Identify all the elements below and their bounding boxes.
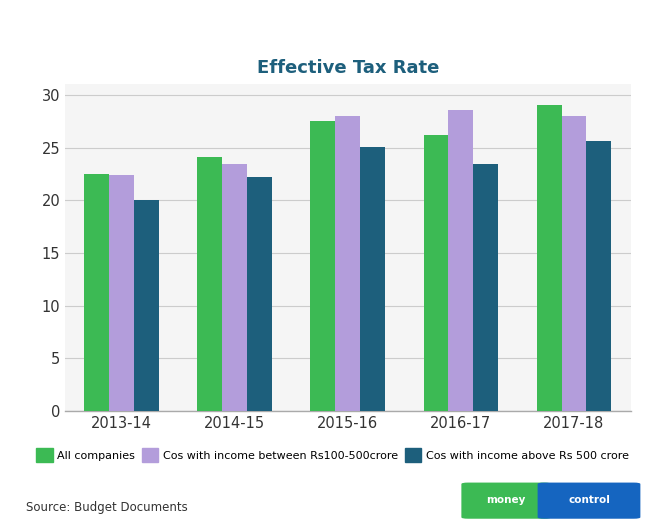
- Bar: [311, 121, 335, 411]
- Bar: [562, 116, 586, 411]
- Text: Bigger companies enjoy a lower tax rate: Bigger companies enjoy a lower tax rate: [86, 25, 564, 45]
- Text: control: control: [568, 495, 610, 505]
- Bar: [335, 116, 360, 411]
- Legend: All companies, Cos with income between Rs100-500crore, Cos with income above Rs : All companies, Cos with income between R…: [32, 444, 633, 466]
- FancyBboxPatch shape: [538, 483, 640, 519]
- Bar: [222, 164, 247, 411]
- Bar: [134, 200, 159, 411]
- Bar: [360, 147, 385, 411]
- Bar: [473, 164, 498, 411]
- Bar: [537, 105, 562, 411]
- Text: Source: Budget Documents: Source: Budget Documents: [26, 501, 188, 514]
- Title: Effective Tax Rate: Effective Tax Rate: [257, 59, 439, 77]
- Bar: [586, 141, 611, 411]
- Bar: [424, 135, 448, 411]
- Bar: [84, 174, 109, 411]
- FancyBboxPatch shape: [462, 483, 551, 519]
- Bar: [247, 177, 272, 411]
- Bar: [109, 175, 134, 411]
- Text: money: money: [486, 495, 526, 505]
- Bar: [198, 157, 222, 411]
- Bar: [448, 110, 473, 411]
